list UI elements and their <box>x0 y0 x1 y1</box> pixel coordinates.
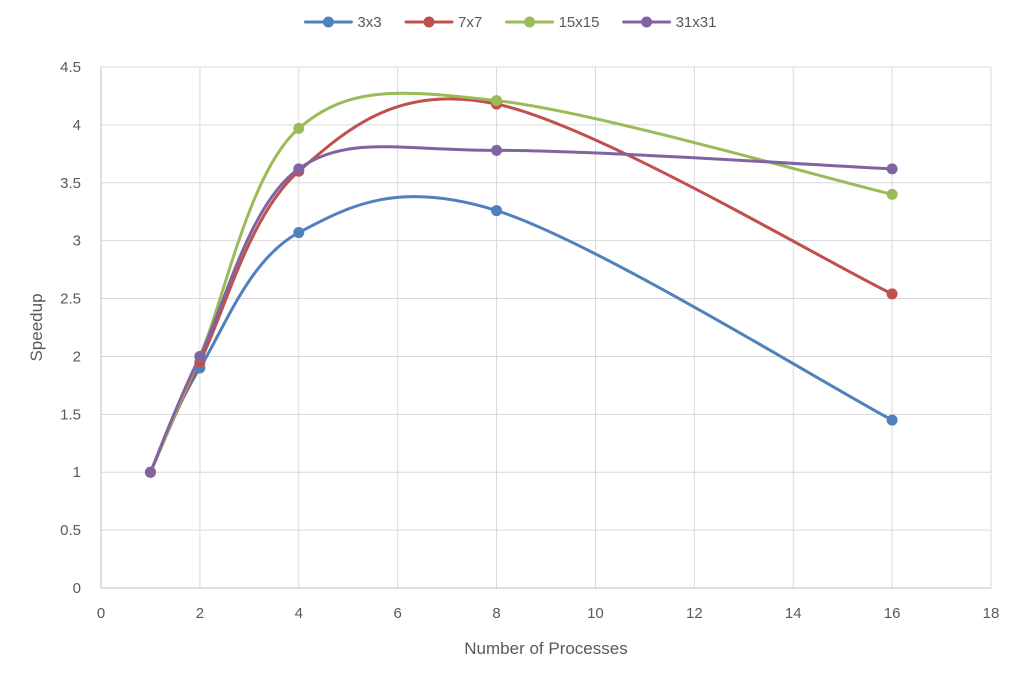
x-tick-label: 0 <box>97 605 105 622</box>
data-point-31x31 <box>886 163 898 175</box>
x-tick-label: 8 <box>492 605 500 622</box>
legend-label-15x15: 15x15 <box>559 14 600 31</box>
data-point-7x7 <box>886 288 898 300</box>
series-line-3x3 <box>148 195 894 474</box>
data-point-31x31 <box>293 163 305 175</box>
data-points <box>144 95 898 478</box>
x-tick-label: 6 <box>393 605 401 622</box>
y-tick-label: 1 <box>73 464 81 481</box>
legend-marker-3x3 <box>322 16 334 28</box>
x-tick-label: 4 <box>295 605 303 622</box>
series-line-31x31 <box>148 145 894 474</box>
y-tick-label: 0.5 <box>60 522 81 539</box>
axes: 0 0.5 1 1.5 2 2.5 3 3.5 4 4.5 0 2 4 6 8 10 12 14 16 18 <box>60 59 999 622</box>
grid <box>101 66 992 588</box>
series-line-7x7 <box>148 97 894 474</box>
data-point-15x15 <box>886 188 898 200</box>
legend-marker-7x7 <box>423 16 435 28</box>
y-tick-label: 4 <box>73 117 81 134</box>
x-tick-label: 16 <box>884 605 901 622</box>
data-point-3x3 <box>491 205 503 217</box>
data-point-31x31 <box>491 144 503 156</box>
y-tick-label: 4.5 <box>60 59 81 76</box>
x-tick-label: 10 <box>587 605 604 622</box>
data-point-31x31 <box>194 350 206 362</box>
x-axis-title: Number of Processes <box>464 639 627 658</box>
legend-label-3x3: 3x3 <box>357 14 381 31</box>
data-point-15x15 <box>491 95 503 107</box>
x-tick-label: 12 <box>686 605 703 622</box>
data-point-15x15 <box>293 122 305 134</box>
x-tick-label: 18 <box>983 605 1000 622</box>
y-tick-label: 3 <box>73 233 81 250</box>
series-lines <box>148 91 894 474</box>
y-tick-label: 1.5 <box>60 406 81 423</box>
data-point-31x31 <box>144 466 156 478</box>
legend-marker-31x31 <box>641 16 653 28</box>
x-tick-label: 2 <box>196 605 204 622</box>
x-tick-label: 14 <box>785 605 802 622</box>
data-point-3x3 <box>293 227 305 239</box>
legend-marker-15x15 <box>524 16 536 28</box>
legend: 3x3 7x7 15x15 31x31 <box>303 14 717 31</box>
data-point-3x3 <box>886 414 898 426</box>
y-tick-label: 3.5 <box>60 175 81 192</box>
y-tick-label: 2.5 <box>60 291 81 308</box>
y-tick-label: 2 <box>73 348 81 365</box>
y-axis-title: Speedup <box>27 293 46 361</box>
legend-label-7x7: 7x7 <box>458 14 482 31</box>
legend-label-31x31: 31x31 <box>676 14 717 31</box>
y-tick-label: 0 <box>73 580 81 597</box>
